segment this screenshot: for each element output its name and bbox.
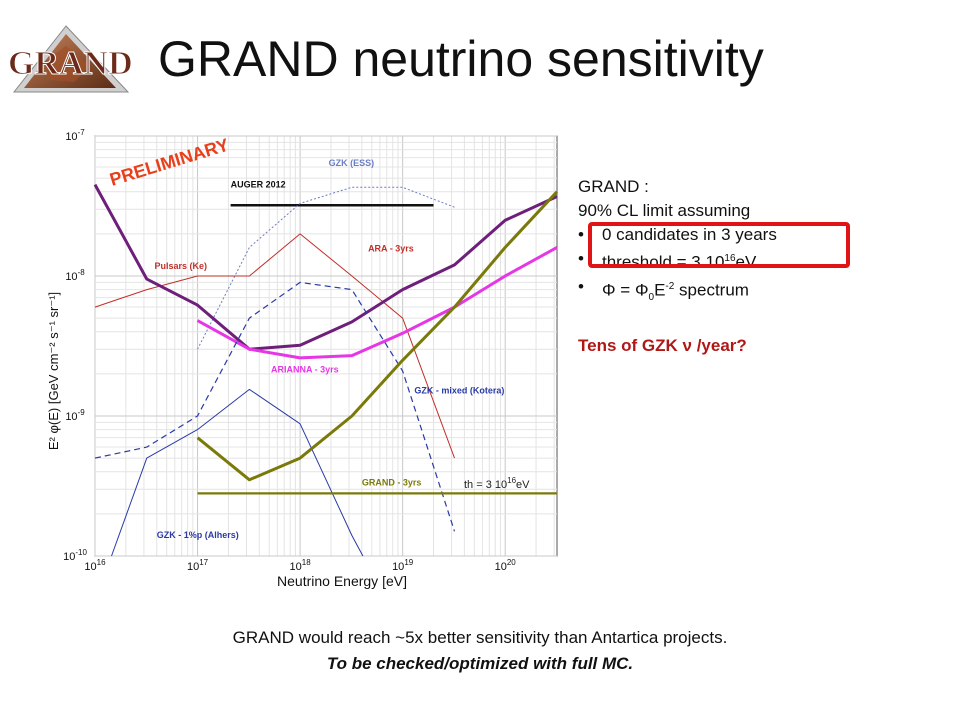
sensitivity-chart: AUGER 2012 GZK (ESS) ARA - 3yrs Pulsars (Ke…	[20, 118, 570, 608]
series-line-purple	[93, 183, 558, 351]
footer-todo-note: To be checked/optimized with full MC.	[326, 654, 634, 673]
x-tick-exponent: 17	[199, 558, 208, 567]
bullet-spectrum: • Φ = Φ0E-2 spectrum	[578, 275, 878, 310]
series-line-grand-3yrs	[196, 190, 559, 482]
y-tick-mantissa: 10	[65, 271, 77, 283]
bullet-dot: •	[578, 276, 584, 296]
y-tick-mantissa: 10	[63, 551, 75, 563]
svg-text:GRAND: GRAND	[8, 45, 133, 82]
x-tick-label: 1017	[187, 558, 209, 573]
y-tick-mantissa: 10	[65, 411, 77, 423]
threshold-label: th = 3 1016eV	[464, 476, 530, 491]
bullet-threshold-exp: 16	[724, 253, 736, 264]
bullet-spectrum-exp: -2	[665, 280, 675, 292]
info-panel: GRAND : 90% CL limit assuming • 0 candida…	[578, 175, 878, 358]
series-labels: AUGER 2012 GZK (ESS) ARA - 3yrs Pulsars (Ke…	[154, 158, 504, 540]
series-label: GZK (ESS)	[329, 158, 375, 168]
x-tick-exponent: 20	[507, 558, 516, 567]
x-tick-mantissa: 10	[392, 561, 404, 573]
footer-sensitivity-note: GRAND would reach ~5x better sensitivity…	[232, 628, 728, 647]
y-tick-mantissa: 10	[65, 131, 77, 143]
threshold-label-exp: 16	[507, 476, 516, 485]
series-line-gzk-1-p-alhers-	[111, 388, 364, 557]
gzk-rate-question: Tens of GZK ν /year?	[578, 335, 747, 355]
panel-heading: GRAND :	[578, 177, 649, 196]
series-line-ara-3yrs	[94, 233, 455, 459]
series-label: GZK - mixed (Kotera)	[414, 385, 504, 395]
bullet-dot: •	[578, 225, 584, 244]
bullet-spectrum-b: E	[654, 280, 666, 300]
x-tick-mantissa: 10	[84, 561, 96, 573]
series-line-arianna-3yrs	[196, 246, 558, 360]
series-label: ARA - 3yrs	[368, 243, 414, 253]
y-tick-exponent: -9	[78, 408, 86, 417]
threshold-label-suffix: eV	[516, 479, 530, 491]
x-tick-exponent: 18	[302, 558, 311, 567]
panel-line-assumption: 90% CL limit assuming	[578, 201, 751, 220]
x-tick-label: 1018	[290, 558, 312, 573]
series-label: AUGER 2012	[231, 179, 286, 189]
x-axis-label: Neutrino Energy [eV]	[277, 573, 407, 589]
y-tick-exponent: -10	[75, 548, 87, 557]
y-tick-label: 10-8	[65, 268, 85, 283]
bullet-dot: •	[578, 249, 584, 268]
x-tick-mantissa: 10	[187, 561, 199, 573]
series-line-gzk-mixed-kotera-	[94, 281, 456, 532]
x-tick-label: 1020	[495, 558, 517, 573]
bullet-spectrum-c: spectrum	[674, 280, 749, 300]
x-tick-mantissa: 10	[290, 561, 302, 573]
series-layer	[93, 183, 559, 557]
y-tick-exponent: -8	[78, 268, 86, 277]
bullet-candidates: • 0 candidates in 3 years	[578, 223, 878, 247]
x-tick-label: 1016	[84, 558, 106, 573]
x-tick-mantissa: 10	[495, 561, 507, 573]
series-label: GRAND - 3yrs	[362, 477, 422, 487]
series-label: Pulsars (Ke)	[154, 261, 207, 271]
y-tick-label: 10-7	[65, 128, 85, 143]
bullet-spectrum-a: Φ = Φ	[602, 280, 649, 300]
y-axis-label: E² φ(E) [GeV cm⁻² s⁻¹ sr⁻¹]	[46, 292, 61, 450]
threshold-label-prefix: th = 3 10	[464, 479, 507, 491]
x-tick-exponent: 19	[404, 558, 413, 567]
series-label: ARIANNA - 3yrs	[271, 364, 339, 374]
bullet-spectrum-sub: 0	[648, 291, 655, 303]
grand-logo: GRAND	[4, 22, 134, 100]
series-line-gzk-ess-	[197, 186, 455, 350]
y-tick-label: 10-10	[63, 548, 87, 563]
x-tick-exponent: 16	[97, 558, 106, 567]
series-label: GZK - 1%p (Alhers)	[157, 530, 239, 540]
y-tick-label: 10-9	[65, 408, 85, 423]
bullet-candidates-text: 0 candidates in 3 years	[602, 225, 777, 244]
slide-title: GRAND neutrino sensitivity	[158, 31, 764, 87]
highlight-box	[588, 222, 850, 268]
y-tick-exponent: -7	[78, 128, 86, 137]
x-tick-label: 1019	[392, 558, 414, 573]
